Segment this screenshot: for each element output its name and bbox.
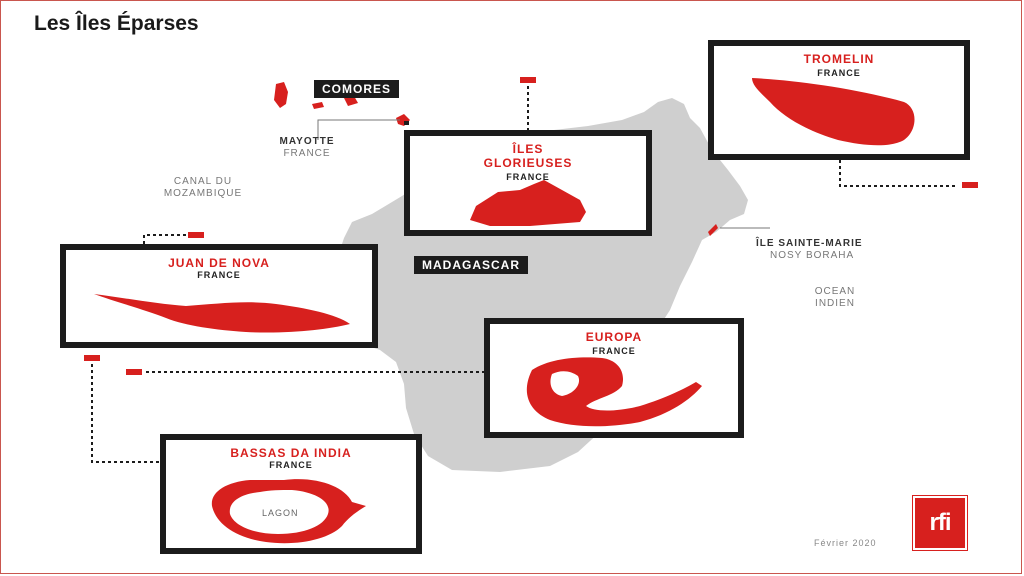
glorieuses-box: ÎLES GLORIEUSES FRANCE — [404, 130, 652, 236]
juan-shape — [94, 294, 350, 333]
sainte-marie-name: ÎLE SAINTE-MARIE — [756, 238, 863, 249]
ocean-label: OCEAN INDIEN — [800, 286, 870, 310]
nosy-boraha-name: NOSY BORAHA — [770, 250, 855, 261]
juan-country: FRANCE — [197, 270, 241, 280]
glorieuses-name1: ÎLES — [512, 142, 544, 156]
tromelin-marker — [962, 182, 978, 188]
mayotte-country: FRANCE — [283, 148, 331, 159]
date-label: Février 2020 — [814, 538, 877, 548]
europa-marker — [126, 369, 142, 375]
ocean-line1: OCEAN — [814, 286, 856, 297]
glorieuses-shape — [470, 180, 586, 226]
anjouan-island — [344, 96, 358, 106]
europa-box: EUROPA FRANCE — [484, 318, 744, 438]
europa-shape — [526, 357, 702, 427]
canal-line1: CANAL DU — [173, 176, 233, 187]
mayotte-marker — [404, 121, 409, 125]
glorieuses-name2: GLORIEUSES — [483, 156, 573, 170]
bassas-name: BASSAS DA INDIA — [230, 446, 352, 460]
canal-mozambique-label: CANAL DU MOZAMBIQUE — [138, 176, 268, 200]
tromelin-box: TROMELIN FRANCE — [708, 40, 970, 160]
madagascar-label: MADAGASCAR — [414, 256, 528, 274]
europa-country: FRANCE — [592, 346, 636, 356]
bassas-marker — [84, 355, 100, 361]
lagon-label: LAGON — [262, 508, 299, 518]
moheli-island — [312, 102, 324, 109]
tromelin-shape — [752, 78, 915, 146]
glorieuses-marker — [520, 77, 536, 83]
grande-comore-island — [274, 82, 288, 108]
comores-label: COMORES — [314, 80, 400, 98]
tromelin-name: TROMELIN — [803, 52, 875, 66]
juan-connector — [143, 234, 186, 246]
tromelin-country: FRANCE — [817, 68, 861, 78]
ocean-line2: INDIEN — [815, 298, 855, 309]
map-title: Les Îles Éparses — [34, 12, 199, 35]
mayotte-connector — [317, 119, 400, 140]
glorieuses-country: FRANCE — [506, 172, 550, 182]
tromelin-connector — [839, 160, 958, 187]
bassas-country: FRANCE — [269, 460, 313, 470]
bassas-shape — [211, 479, 366, 544]
juan-name: JUAN DE NOVA — [168, 256, 270, 270]
sainte-marie-label: ÎLE SAINTE-MARIE NOSY BORAHA — [756, 238, 896, 262]
bassas-connector — [91, 364, 160, 463]
juan-marker — [188, 232, 204, 238]
mayotte-label: MAYOTTE FRANCE — [262, 136, 352, 160]
sainte-marie-island — [708, 224, 718, 236]
mayotte-name: MAYOTTE — [279, 136, 335, 147]
rfi-logo: rfi — [913, 496, 967, 550]
juan-box: JUAN DE NOVA FRANCE — [60, 244, 378, 348]
europa-name: EUROPA — [585, 330, 643, 344]
bassas-box: BASSAS DA INDIA FRANCE LAGON — [160, 434, 422, 554]
canal-line2: MOZAMBIQUE — [163, 188, 243, 199]
